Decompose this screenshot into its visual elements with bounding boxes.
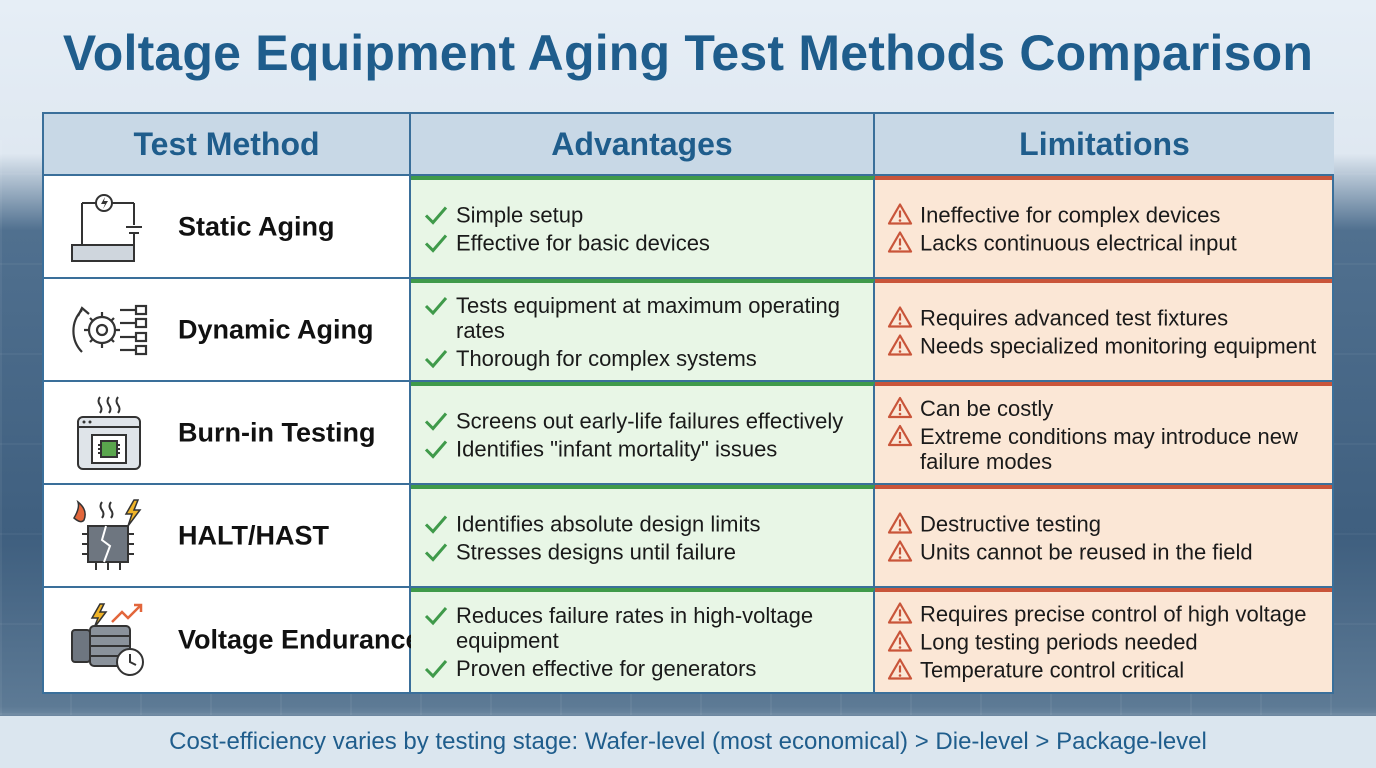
header-limitations: Limitations bbox=[875, 114, 1334, 174]
footer-note: Cost-efficiency varies by testing stage:… bbox=[0, 716, 1376, 768]
limitations-cell: Can be costly Extreme conditions may int… bbox=[875, 382, 1332, 483]
limitations-cell: Ineffective for complex devices Lacks co… bbox=[875, 176, 1332, 277]
limitation-item: Requires advanced test fixtures bbox=[887, 305, 1324, 330]
check-icon bbox=[424, 234, 448, 253]
method-name: Voltage Endurance bbox=[178, 624, 421, 655]
check-icon bbox=[424, 660, 448, 679]
limitation-item: Requires precise control of high voltage bbox=[887, 602, 1324, 627]
advantages-cell: Identifies absolute design limits Stress… bbox=[411, 485, 875, 586]
advantages-cell: Screens out early-life failures effectiv… bbox=[411, 382, 875, 483]
check-icon bbox=[424, 206, 448, 225]
table-row: HALT/HAST Identifies absolute design lim… bbox=[44, 483, 1332, 586]
check-icon bbox=[424, 349, 448, 368]
warning-icon bbox=[887, 602, 913, 624]
advantage-item: Proven effective for generators bbox=[423, 656, 865, 681]
advantage-item: Simple setup bbox=[423, 202, 865, 227]
limitation-item: Extreme conditions may introduce new fai… bbox=[887, 424, 1324, 474]
advantage-item: Tests equipment at maximum operating rat… bbox=[423, 293, 865, 343]
advantages-cell: Tests equipment at maximum operating rat… bbox=[411, 279, 875, 380]
advantage-item: Identifies absolute design limits bbox=[423, 511, 865, 536]
advantage-item: Screens out early-life failures effectiv… bbox=[423, 408, 865, 433]
method-name: Burn-in Testing bbox=[178, 417, 376, 447]
advantages-cell: Reduces failure rates in high-voltage eq… bbox=[411, 588, 875, 692]
advantage-item: Effective for basic devices bbox=[423, 230, 865, 255]
limitation-item: Needs specialized monitoring equipment bbox=[887, 333, 1324, 358]
warning-icon bbox=[887, 305, 913, 328]
limitations-cell: Requires advanced test fixtures Needs sp… bbox=[875, 279, 1332, 380]
limitation-item: Ineffective for complex devices bbox=[887, 202, 1324, 227]
page-title: Voltage Equipment Aging Test Methods Com… bbox=[62, 25, 1314, 81]
warning-icon bbox=[887, 333, 913, 356]
warning-icon bbox=[887, 202, 913, 225]
oven-chip-icon bbox=[77, 395, 141, 470]
method-cell: Dynamic Aging bbox=[44, 279, 411, 380]
advantage-item: Stresses designs until failure bbox=[423, 539, 865, 564]
warning-icon bbox=[887, 539, 913, 562]
check-icon bbox=[424, 412, 448, 431]
table-row: Voltage Endurance Reduces failure rates … bbox=[44, 586, 1332, 692]
warning-icon bbox=[887, 511, 913, 534]
check-icon bbox=[424, 607, 448, 626]
method-cell: Static Aging bbox=[44, 176, 411, 277]
method-cell: Burn-in Testing bbox=[44, 382, 411, 483]
broken-chip-icon bbox=[73, 498, 142, 570]
warning-icon bbox=[887, 630, 913, 652]
warning-icon bbox=[887, 396, 913, 418]
circuit-battery-icon bbox=[71, 193, 142, 262]
limitation-item: Can be costly bbox=[887, 396, 1324, 421]
table-row: Static Aging Simple setup Effective for … bbox=[44, 174, 1332, 277]
check-icon bbox=[424, 543, 448, 562]
limitation-item: Lacks continuous electrical input bbox=[887, 230, 1324, 255]
warning-icon bbox=[887, 230, 913, 253]
limitations-cell: Destructive testing Units cannot be reus… bbox=[875, 485, 1332, 586]
limitation-item: Long testing periods needed bbox=[887, 630, 1324, 655]
check-icon bbox=[424, 515, 448, 534]
advantage-item: Reduces failure rates in high-voltage eq… bbox=[423, 603, 865, 653]
limitation-item: Units cannot be reused in the field bbox=[887, 539, 1324, 564]
check-icon bbox=[424, 296, 448, 315]
limitation-item: Destructive testing bbox=[887, 511, 1324, 536]
check-icon bbox=[424, 440, 448, 459]
method-cell: HALT/HAST bbox=[44, 485, 411, 586]
method-cell: Voltage Endurance bbox=[44, 588, 421, 692]
method-name: Static Aging bbox=[178, 211, 335, 241]
header-advantages: Advantages bbox=[411, 114, 875, 174]
advantage-item: Thorough for complex systems bbox=[423, 346, 865, 371]
table-row: Burn-in Testing Screens out early-life f… bbox=[44, 380, 1332, 483]
limitation-item: Temperature control critical bbox=[887, 658, 1324, 683]
comparison-table: Test Method Advantages Limitations Sta bbox=[42, 112, 1334, 694]
table-row: Dynamic Aging Tests equipment at maximum… bbox=[44, 277, 1332, 380]
warning-icon bbox=[887, 424, 913, 446]
advantage-item: Identifies "infant mortality" issues bbox=[423, 436, 865, 461]
generator-clock-icon bbox=[71, 603, 144, 676]
gear-cycle-icon bbox=[72, 304, 148, 355]
limitations-cell: Requires precise control of high voltage… bbox=[875, 588, 1332, 692]
warning-icon bbox=[887, 658, 913, 680]
method-name: HALT/HAST bbox=[178, 520, 329, 550]
header-test-method: Test Method bbox=[44, 114, 411, 174]
advantages-cell: Simple setup Effective for basic devices bbox=[411, 176, 875, 277]
method-name: Dynamic Aging bbox=[178, 314, 374, 344]
